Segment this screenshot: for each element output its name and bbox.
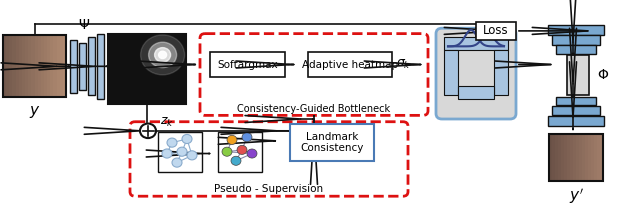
Bar xyxy=(6,36,10,97)
Bar xyxy=(573,134,577,181)
Text: Landmark
Consistency: Landmark Consistency xyxy=(300,132,364,153)
Circle shape xyxy=(222,147,232,156)
Circle shape xyxy=(140,124,156,138)
Bar xyxy=(60,36,63,97)
Bar xyxy=(564,134,568,181)
Bar xyxy=(558,134,561,181)
Circle shape xyxy=(231,156,241,165)
Bar xyxy=(44,36,47,97)
Bar xyxy=(549,134,603,181)
Text: Adaptive heatmap: Adaptive heatmap xyxy=(302,60,398,70)
Bar xyxy=(88,37,95,95)
Text: $d_{z_k}$: $d_{z_k}$ xyxy=(308,123,324,138)
Text: $\sigma_k$: $\sigma_k$ xyxy=(396,58,412,71)
Circle shape xyxy=(177,147,187,156)
Bar xyxy=(548,24,604,34)
Bar xyxy=(476,22,516,40)
Circle shape xyxy=(182,134,192,144)
Bar xyxy=(31,36,35,97)
Bar xyxy=(570,134,573,181)
Bar xyxy=(567,55,589,95)
Bar xyxy=(218,132,262,172)
Circle shape xyxy=(140,124,156,138)
Bar xyxy=(588,134,591,181)
Bar xyxy=(47,36,51,97)
Bar xyxy=(3,36,6,97)
Circle shape xyxy=(155,48,171,62)
Circle shape xyxy=(159,51,166,59)
Bar xyxy=(38,36,42,97)
Bar xyxy=(290,124,374,161)
Circle shape xyxy=(187,151,197,160)
Text: $\Psi$: $\Psi$ xyxy=(78,18,90,32)
Bar xyxy=(70,40,77,93)
Bar xyxy=(556,45,596,54)
Circle shape xyxy=(227,135,237,144)
FancyBboxPatch shape xyxy=(436,28,516,119)
Bar xyxy=(567,134,570,181)
Bar xyxy=(158,132,202,172)
Bar xyxy=(552,106,600,115)
Bar xyxy=(597,134,600,181)
Bar xyxy=(444,50,458,95)
Bar xyxy=(308,52,392,77)
Bar xyxy=(28,36,32,97)
Bar xyxy=(458,86,494,99)
Text: $y$: $y$ xyxy=(29,104,40,120)
Bar xyxy=(548,116,604,126)
Bar xyxy=(19,36,22,97)
Bar xyxy=(576,134,579,181)
Circle shape xyxy=(148,42,177,68)
Bar xyxy=(594,134,598,181)
Bar xyxy=(582,134,586,181)
Bar xyxy=(579,134,582,181)
Circle shape xyxy=(242,133,252,142)
Bar xyxy=(97,34,104,99)
Bar xyxy=(25,36,29,97)
Bar xyxy=(22,36,26,97)
Bar xyxy=(591,134,595,181)
Bar xyxy=(56,36,60,97)
Bar xyxy=(51,36,54,97)
Circle shape xyxy=(162,149,172,158)
Text: $z_k$: $z_k$ xyxy=(160,116,174,129)
Circle shape xyxy=(141,35,184,75)
Text: $\Phi$: $\Phi$ xyxy=(597,68,609,82)
Bar xyxy=(3,36,66,97)
Bar xyxy=(108,34,186,104)
Text: Loss: Loss xyxy=(483,24,509,37)
Bar xyxy=(555,134,559,181)
Bar xyxy=(549,134,552,181)
Bar xyxy=(552,36,600,45)
Circle shape xyxy=(167,138,177,147)
Bar xyxy=(41,36,44,97)
Circle shape xyxy=(172,158,182,167)
Text: Pseudo - Supervision: Pseudo - Supervision xyxy=(214,184,324,194)
Bar xyxy=(35,36,38,97)
Bar xyxy=(210,52,285,77)
Bar xyxy=(585,134,589,181)
Bar xyxy=(561,134,564,181)
Bar xyxy=(79,43,86,90)
Bar xyxy=(63,36,67,97)
Text: Softargmax: Softargmax xyxy=(217,60,278,70)
Bar xyxy=(494,50,508,95)
Bar xyxy=(15,36,19,97)
Bar xyxy=(12,36,16,97)
Bar xyxy=(444,37,508,50)
Circle shape xyxy=(237,145,247,154)
Bar xyxy=(556,97,596,105)
Bar xyxy=(600,134,604,181)
Text: $y'$: $y'$ xyxy=(568,186,584,206)
Bar xyxy=(10,36,13,97)
Text: Consistency-Guided Bottleneck: Consistency-Guided Bottleneck xyxy=(237,103,390,113)
Bar xyxy=(53,36,57,97)
Bar xyxy=(552,134,556,181)
Circle shape xyxy=(247,149,257,158)
